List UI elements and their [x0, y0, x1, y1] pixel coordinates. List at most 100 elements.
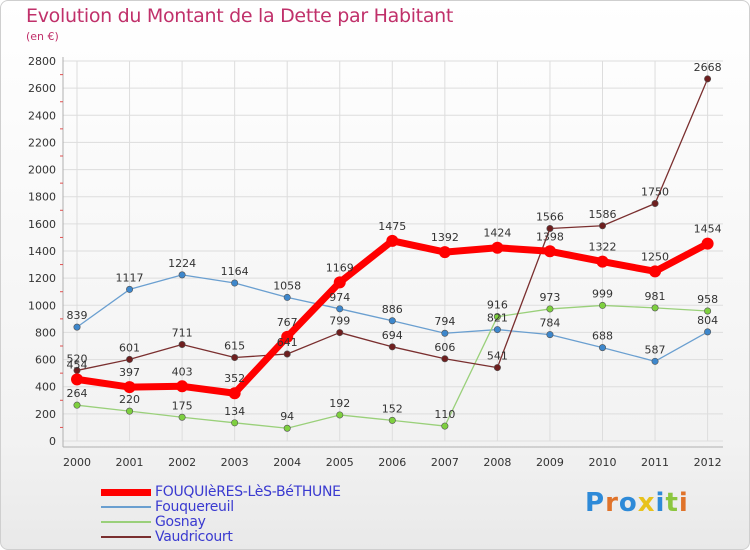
data-point [546, 331, 554, 339]
data-label: 1454 [694, 223, 722, 236]
data-point [546, 224, 554, 232]
data-point [388, 416, 396, 424]
data-label: 1164 [221, 265, 249, 278]
data-label: 175 [172, 399, 193, 412]
x-tick-label: 2008 [483, 456, 511, 469]
data-label: 1322 [589, 241, 617, 254]
data-label: 999 [592, 287, 613, 300]
data-point [701, 237, 714, 250]
data-label: 794 [434, 315, 455, 328]
data-label: 264 [67, 387, 88, 400]
data-point [176, 380, 189, 393]
data-point [493, 364, 501, 372]
data-point [493, 326, 501, 334]
data-point [388, 343, 396, 351]
data-label: 688 [592, 330, 613, 343]
x-tick-label: 2012 [694, 456, 722, 469]
data-label: 1566 [536, 210, 564, 223]
data-point [123, 381, 136, 394]
y-tick-label: 200 [35, 408, 56, 421]
data-label: 916 [487, 299, 508, 312]
y-tick-label: 0 [49, 435, 56, 448]
legend-item: Fouquereuil [101, 499, 421, 515]
logo-letter: i [655, 488, 666, 518]
data-label: 220 [119, 393, 140, 406]
data-point [336, 305, 344, 313]
data-point [281, 330, 294, 343]
data-label: 799 [329, 315, 350, 328]
data-label: 1224 [168, 257, 196, 270]
data-label: 352 [224, 372, 245, 385]
y-tick-label: 1800 [28, 191, 56, 204]
data-point [283, 350, 291, 358]
data-point [178, 341, 186, 349]
data-point [438, 246, 451, 259]
data-point [546, 305, 554, 313]
data-point [543, 245, 556, 258]
y-tick-label: 1000 [28, 299, 56, 312]
legend: FOUQUIèRES-LèS-BéTHUNE Fouquereuil Gosnay V… [101, 484, 421, 545]
data-point [71, 373, 83, 386]
x-tick-label: 2000 [63, 456, 91, 469]
data-point [178, 413, 186, 421]
legend-label: Fouquereuil [155, 499, 234, 515]
data-label: 974 [329, 291, 350, 304]
legend-label: Vaudricourt [155, 529, 233, 545]
data-label: 1392 [431, 231, 459, 244]
data-label: 541 [487, 350, 508, 363]
x-tick-label: 2003 [221, 456, 249, 469]
data-label: 615 [224, 340, 245, 353]
data-point [336, 329, 344, 337]
data-point [441, 329, 449, 337]
y-tick-label: 1400 [28, 245, 56, 258]
chart-subtitle: (en €) [26, 30, 59, 43]
logo-letter: t [665, 488, 679, 518]
y-tick-label: 2600 [28, 82, 56, 95]
data-label: 981 [645, 290, 666, 303]
data-point [493, 313, 501, 321]
data-point [649, 265, 662, 278]
y-tick-label: 2800 [28, 55, 56, 68]
data-label: 110 [434, 408, 455, 421]
legend-swatch [101, 506, 151, 508]
data-label: 192 [329, 397, 350, 410]
y-tick-label: 2200 [28, 136, 56, 149]
x-tick-label: 2009 [536, 456, 564, 469]
data-point [704, 307, 712, 315]
data-point [491, 241, 504, 254]
data-point [231, 354, 239, 362]
data-label: 1117 [116, 271, 144, 284]
data-point [598, 344, 606, 352]
x-tick-label: 2010 [589, 456, 617, 469]
y-tick-label: 1200 [28, 272, 56, 285]
y-tick-label: 2000 [28, 164, 56, 177]
x-tick-label: 2004 [273, 456, 301, 469]
data-label: 958 [697, 293, 718, 306]
data-point [333, 276, 346, 289]
data-point [283, 424, 291, 432]
data-point [73, 401, 81, 409]
data-label: 784 [539, 317, 560, 330]
data-label: 1586 [589, 208, 617, 221]
data-point [598, 301, 606, 309]
proxiti-logo: Proxiti [585, 488, 689, 518]
data-label: 641 [277, 336, 298, 349]
data-point [704, 75, 712, 83]
data-point [386, 234, 399, 247]
data-label: 152 [382, 402, 403, 415]
data-label: 1398 [536, 230, 564, 243]
data-point [126, 285, 134, 293]
legend-item: FOUQUIèRES-LèS-BéTHUNE [101, 484, 421, 500]
data-label: 1424 [483, 227, 511, 240]
data-label: 767 [277, 316, 298, 329]
legend-swatch [101, 536, 151, 538]
data-label: 694 [382, 329, 403, 342]
data-label: 2668 [694, 61, 722, 74]
y-tick-label: 400 [35, 381, 56, 394]
data-point [651, 357, 659, 365]
data-label: 1475 [378, 220, 406, 233]
data-point [126, 355, 134, 363]
data-point [283, 293, 291, 301]
y-tick-label: 800 [35, 326, 56, 339]
data-label: 403 [172, 365, 193, 378]
